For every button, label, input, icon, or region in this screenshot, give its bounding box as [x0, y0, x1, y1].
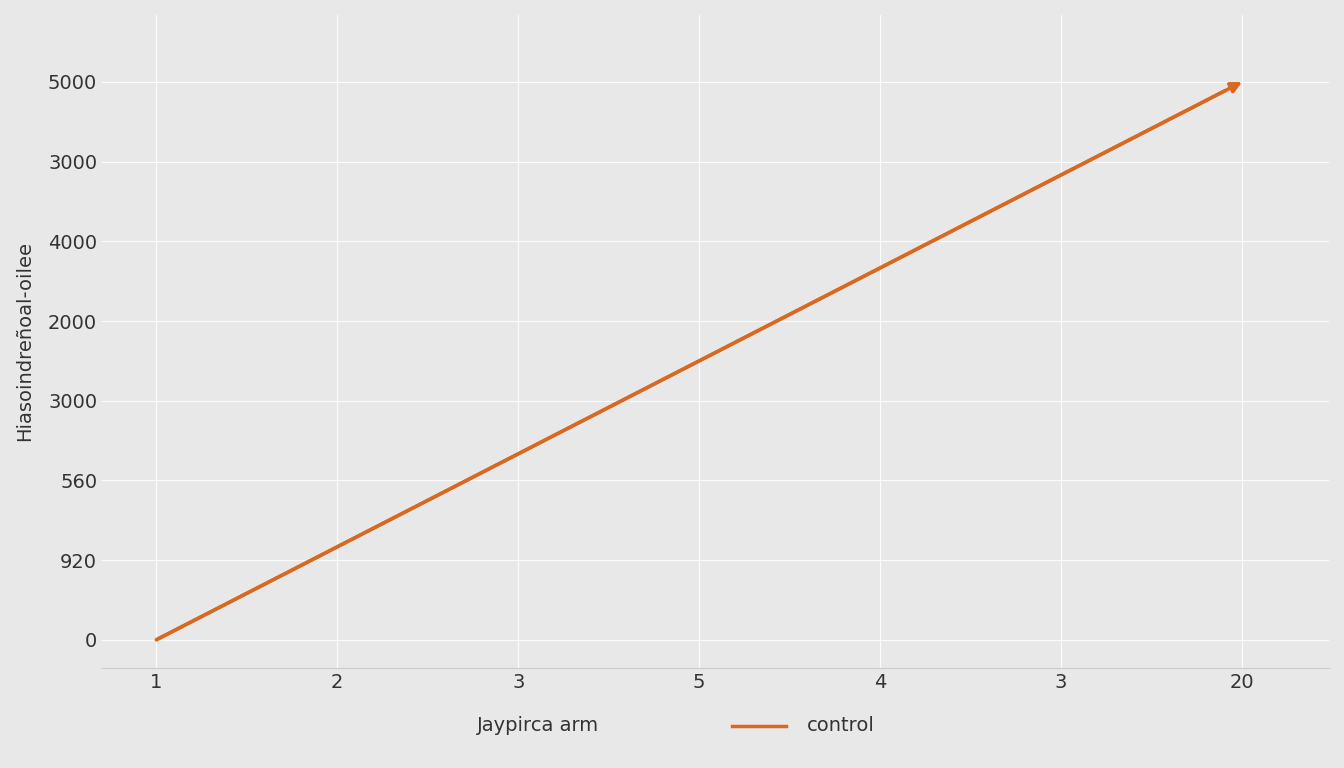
Text: control: control: [806, 717, 875, 735]
Text: Jaypirca arm: Jaypirca arm: [477, 717, 598, 735]
Y-axis label: Hiasoindreñoal-oilee: Hiasoindreñoal-oilee: [15, 241, 34, 442]
